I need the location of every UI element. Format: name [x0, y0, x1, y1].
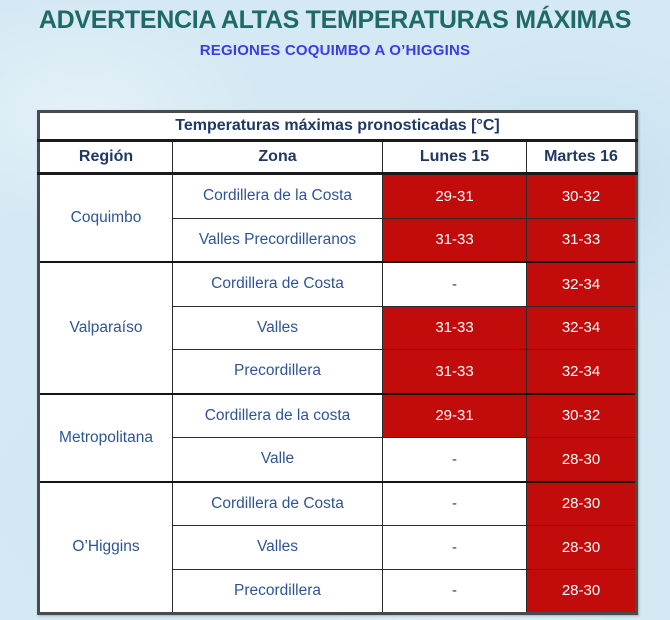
temp-cell-lunes: - — [382, 525, 527, 570]
table-row: Valparaíso Cordillera de Costa - 32-34 — [38, 261, 637, 394]
region-cell-coquimbo: Coquimbo — [38, 172, 173, 263]
zone-cell: Cordillera de la Costa — [172, 172, 383, 219]
region-cell-valparaiso: Valparaíso — [38, 261, 173, 394]
page-subtitle: REGIONES COQUIMBO A O’HIGGINS — [199, 41, 471, 59]
temp-cell-martes: 28-30 — [526, 437, 637, 482]
temp-cell-lunes: - — [382, 261, 527, 307]
table-row: O’Higgins Cordillera de Costa - 28-30 — [38, 480, 637, 614]
page-header: ADVERTENCIA ALTAS TEMPERATURAS MÁXIMAS R… — [0, 0, 670, 59]
temp-cell-lunes: - — [382, 568, 527, 614]
table-row: Metropolitana Cordillera de la costa 29-… — [38, 392, 637, 482]
zone-cell: Precordillera — [172, 349, 383, 394]
table-row: Precordillera 31-33 32-34 — [39, 349, 637, 394]
zone-cell: Cordillera de Costa — [172, 261, 383, 307]
temp-cell-martes: 28-30 — [526, 525, 637, 570]
page-title: ADVERTENCIA ALTAS TEMPERATURAS MÁXIMAS — [38, 6, 632, 34]
zone-cell: Valles Precordilleranos — [172, 217, 383, 263]
table-row: Coquimbo Cordillera de la Costa 29-31 30… — [38, 172, 637, 263]
zone-cell: Valle — [172, 437, 383, 482]
table-row: Valles 31-33 32-34 — [39, 305, 637, 350]
col-header-region: Región — [38, 140, 173, 175]
temp-cell-lunes: 31-33 — [382, 349, 527, 394]
forecast-table: Temperaturas máximas pronosticadas [°C] … — [37, 110, 638, 615]
temp-cell-martes: 31-33 — [526, 217, 637, 263]
temp-cell-martes: 32-34 — [526, 261, 637, 307]
col-header-martes: Martes 16 — [526, 140, 637, 175]
col-header-zona: Zona — [172, 140, 383, 175]
temp-cell-martes: 28-30 — [526, 568, 637, 614]
zone-cell: Cordillera de Costa — [172, 480, 383, 526]
table-caption-row: Temperaturas máximas pronosticadas [°C] — [38, 111, 637, 142]
zone-cell: Valles — [172, 305, 383, 350]
table-caption: Temperaturas máximas pronosticadas [°C] — [38, 111, 637, 142]
temp-cell-martes: 32-34 — [526, 305, 637, 350]
table-row: Precordillera - 28-30 — [39, 568, 637, 614]
temp-cell-martes: 30-32 — [526, 172, 637, 219]
col-header-lunes: Lunes 15 — [382, 140, 527, 175]
temp-cell-martes: 30-32 — [526, 392, 637, 438]
zone-cell: Valles — [172, 525, 383, 570]
forecast-table-container: Temperaturas máximas pronosticadas [°C] … — [37, 110, 638, 615]
temp-cell-lunes: - — [382, 480, 527, 526]
temp-cell-martes: 32-34 — [526, 349, 637, 394]
zone-cell: Precordillera — [172, 568, 383, 614]
temp-cell-lunes: 29-31 — [382, 392, 527, 438]
temp-cell-lunes: - — [382, 437, 527, 482]
region-cell-metropolitana: Metropolitana — [38, 392, 173, 482]
table-header-row: Región Zona Lunes 15 Martes 16 — [38, 140, 637, 175]
table-row: Valle - 28-30 — [39, 437, 637, 482]
table-row: Valles Precordilleranos 31-33 31-33 — [39, 217, 637, 263]
temp-cell-lunes: 31-33 — [382, 217, 527, 263]
region-cell-ohiggins: O’Higgins — [38, 480, 173, 614]
zone-cell: Cordillera de la costa — [172, 392, 383, 438]
temp-cell-martes: 28-30 — [526, 480, 637, 526]
temp-cell-lunes: 31-33 — [382, 305, 527, 350]
temp-cell-lunes: 29-31 — [382, 172, 527, 219]
